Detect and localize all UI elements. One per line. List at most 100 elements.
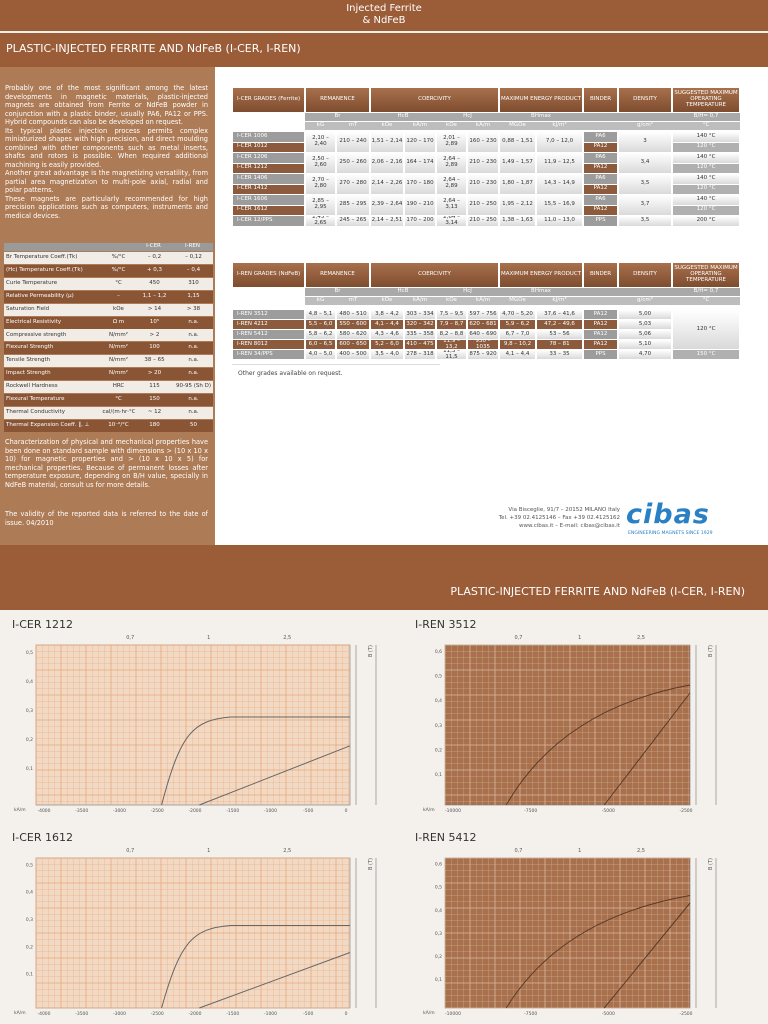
grade-value: 410 – 475 — [405, 340, 435, 349]
x-axis-label: kA/m — [14, 1010, 26, 1016]
grade-value: 4,1 – 4,4 — [500, 350, 535, 359]
x-tick-label: -2500 — [151, 808, 164, 814]
table-col-header: MAXIMUM ENERGY PRODUCT — [500, 263, 582, 287]
prop-cell: n.a. — [188, 331, 199, 338]
grade-value: 6,0 – 6,5 — [306, 340, 335, 349]
table-unit: MGOe — [509, 297, 526, 304]
prop-cell: n.a. — [188, 396, 199, 402]
prop-cell: 1,15 — [187, 292, 200, 299]
bh-tick: 2,5 — [283, 848, 291, 854]
header-title: Injected Ferrite — [346, 3, 422, 14]
table-unit: kJ/m³ — [552, 297, 567, 304]
prop-cell: – 0,4 — [186, 267, 201, 273]
y-tick-label: 0,2 — [26, 944, 33, 950]
prop-cell: > 2 — [149, 331, 160, 338]
subheader-bg — [305, 113, 740, 121]
x-tick-label: -1500 — [226, 1011, 239, 1017]
grade-value: 2,64 – 3,13 — [437, 195, 466, 215]
bh-tick: 0,7 — [126, 635, 134, 641]
grade-value: 2,14 – 2,26 — [371, 174, 403, 194]
x-axis-label: kA/m — [423, 1010, 435, 1016]
grade-value: 2,14 – 2,51 — [371, 216, 403, 226]
prop-row-bg — [4, 290, 213, 303]
grade-value: 2,45 – 2,65 — [306, 216, 335, 226]
charts: I-CER 1212 0,7 1 2,5 0,5 0,4 0,3 0,2 0,1 -4000 -35… — [12, 618, 717, 1017]
grade-value: 7,5 – 9,5 — [437, 310, 466, 319]
y-tick-label: 0,4 — [435, 908, 442, 914]
prop-cell: Compressive strength — [6, 331, 67, 338]
grade-value: 37,6 – 41,6 — [537, 310, 582, 319]
grade-name: I-CER 1212 — [233, 163, 304, 173]
logo: cibas — [626, 499, 710, 530]
prop-row-bg — [4, 342, 213, 355]
grade-value: 53 – 56 — [537, 330, 582, 339]
table-subheader: HcJ — [463, 288, 472, 295]
prop-cell: 150 — [149, 396, 160, 402]
prop-cell: 450 — [149, 279, 160, 286]
grade-value: 4,1 – 4,4 — [371, 320, 403, 329]
prop-cell: > 20 — [147, 370, 162, 377]
bh-tick: 2,5 — [637, 635, 645, 641]
table-col-header: DENSITY — [619, 263, 671, 287]
x-tick-label: -2500 — [679, 1011, 692, 1017]
prop-cell: Tensile Strength — [6, 357, 51, 364]
grade-value: 1,38 – 1,63 — [500, 216, 535, 226]
grade-value: 550 – 600 — [337, 320, 369, 329]
prop-cell: Thermal Expansion Coeff. ∥, ⊥ — [6, 421, 90, 428]
y-tick-label: 0,5 — [435, 674, 442, 680]
subheader-bg — [305, 288, 740, 296]
prop-cell: Electrical Resistivity — [6, 318, 62, 325]
grade-value: 210 – 250 — [468, 216, 498, 226]
binder: PA12 — [584, 163, 617, 173]
table-unit: g/cm³ — [637, 122, 653, 129]
prop-cell: N/mm² — [109, 344, 128, 351]
prop-cell: Saturation Field — [6, 305, 50, 312]
grade-name: I-REN 8012 — [233, 340, 304, 349]
x-tick-label: -4000 — [37, 808, 50, 814]
prop-row-bg — [4, 355, 213, 368]
grade-value: 278 – 318 — [405, 350, 435, 359]
max-temp: 120 °C — [673, 142, 739, 152]
table-col-header: BINDER — [584, 263, 617, 287]
prop-row-bg — [4, 277, 213, 290]
curve — [161, 716, 350, 806]
intro-paragraph: Another great advantage is the magnetizi… — [5, 169, 208, 194]
table-subheader: Br — [334, 288, 341, 295]
grade-value: 5,5 – 6,0 — [306, 320, 335, 329]
curve — [505, 895, 691, 1009]
x-tick-label: -3000 — [113, 1011, 126, 1017]
prop-cell: 115 — [149, 383, 160, 390]
prop-col-header: I-CER — [146, 243, 161, 250]
grade-value: 11,3 – 11,5 — [437, 350, 466, 359]
grade-value: 930 – 1035 — [468, 340, 498, 349]
grade-value: 5,9 – 6,2 — [500, 320, 535, 329]
max-temp: 120 °C — [673, 310, 739, 349]
binder: PA12 — [584, 320, 617, 329]
grade-value: 250 – 260 — [337, 153, 369, 173]
prop-cell: n.a. — [188, 370, 199, 377]
max-temp: 200 °C — [673, 216, 739, 226]
grade-name: I-CER 1612 — [233, 205, 304, 215]
bh-tick: 0,7 — [515, 635, 523, 641]
y-tick-label: 0,4 — [26, 679, 33, 685]
curve — [603, 692, 691, 806]
x-tick-label: -3500 — [75, 1011, 88, 1017]
intro: Probably one of the most significant amo… — [5, 84, 208, 244]
prop-cell: 50 — [190, 421, 197, 428]
prop-cell: – 0,12 — [185, 254, 202, 261]
intro-paragraph: Its typical plastic injection process pe… — [5, 126, 208, 169]
x-tick-label: -2000 — [188, 1011, 201, 1017]
max-temp: 150 °C — [673, 350, 739, 359]
grade-value: 6,7 – 7,0 — [500, 330, 535, 339]
prop-cell: kcal/(m·hr·°C) — [102, 408, 135, 415]
table-unit: kJ/m³ — [552, 122, 567, 129]
x-tick-label: -10000 — [445, 1011, 461, 1017]
x-axis-label: kA/m — [14, 807, 26, 813]
binder: PA6 — [584, 195, 617, 205]
x-tick-label: -7500 — [524, 1011, 537, 1017]
table-col-header: COERCIVITY — [371, 263, 498, 287]
bh-tick: 1 — [578, 848, 581, 854]
header-bar — [0, 0, 768, 31]
max-temp: 140 °C — [673, 132, 739, 142]
